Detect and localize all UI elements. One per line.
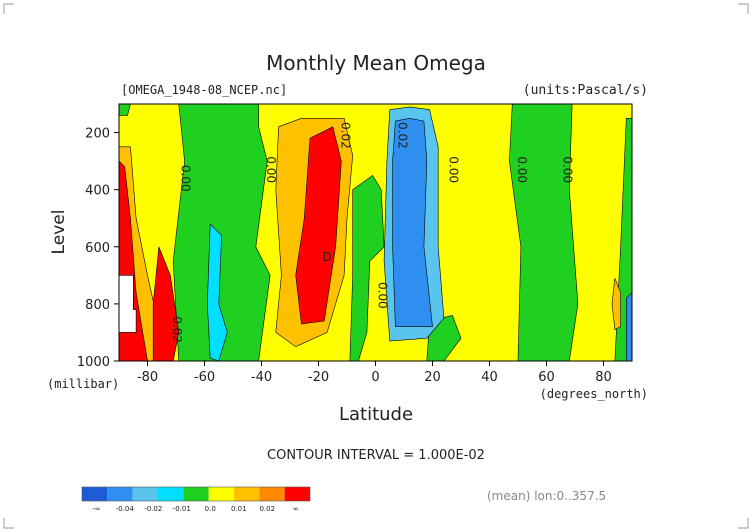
y-axis-ticks: 200 400 600 800 1000 (77, 127, 119, 370)
x-tick-label-7: 60 (538, 370, 555, 385)
colorbar-label-1: -0.04 (116, 505, 135, 513)
contour-label-5: 0.00 (515, 156, 529, 183)
colorbar-swatch-4 (183, 487, 209, 501)
omega-green-band-nh (509, 104, 579, 361)
y-tick-label-4: 1000 (77, 355, 110, 370)
contour-label-6: 0.00 (561, 156, 575, 183)
contour-label-0: 0.00 (179, 165, 193, 192)
colorbar: -∞ -0.04 -0.02 -0.01 0.0 0.01 0.02 ∞ (81, 486, 311, 513)
x-tick-label-5: 20 (424, 370, 441, 385)
x-tick-label-0: -80 (137, 370, 158, 385)
contour-regions (119, 104, 632, 361)
colorbar-swatch-0 (82, 487, 108, 501)
contour-label-9: D (322, 250, 331, 264)
x-tick-label-4: 0 (371, 370, 379, 385)
colorbar-label-2: -0.02 (144, 505, 162, 513)
contour-label-8: 0.02 (170, 316, 184, 343)
omega-cyan-sh-strip (206, 223, 228, 361)
y-tick-label-0: 200 (85, 127, 110, 142)
colorbar-swatch-6 (234, 487, 260, 501)
colorbar-label-3: -0.01 (173, 505, 191, 513)
omega-blue-tropics (392, 117, 433, 328)
colorbar-label-4: 0.0 (205, 505, 216, 513)
crop-marks (3, 3, 749, 529)
contour-interval-note: CONTOUR INTERVAL = 1.000E-02 (267, 448, 485, 463)
x-axis-ticks: -80 -60 -40 -20 0 20 40 60 80 (137, 361, 612, 385)
y-tick-label-1: 400 (85, 184, 110, 199)
crop-mark-top-right (738, 3, 749, 14)
contour-label-3: 0.02 (395, 122, 409, 149)
mean-longitude-note: (mean) lon:0..357.5 (487, 489, 606, 503)
crop-mark-bottom-left (3, 518, 14, 529)
omega-missing-data (119, 274, 137, 333)
x-axis-label: Latitude (339, 404, 413, 425)
omega-blue-nh-pole (625, 292, 632, 361)
colorbar-label-6: 0.02 (259, 505, 275, 513)
y-tick-label-3: 800 (85, 298, 110, 313)
omega-red-sh-lobe (152, 246, 180, 361)
y-axis-unit: (millibar) (47, 377, 119, 391)
contour-label-7: 0.00 (375, 282, 389, 309)
colorbar-label-0: -∞ (92, 505, 100, 513)
x-tick-label-8: 80 (595, 370, 612, 385)
chart-subtitle-file: [OMEGA_1948-08_NCEP.nc] (121, 83, 287, 97)
crop-mark-bottom-right (738, 518, 749, 529)
chart-title: Monthly Mean Omega (266, 51, 486, 75)
colorbar-swatch-5 (208, 487, 234, 501)
colorbar-swatch-1 (107, 487, 133, 501)
omega-red-sh-cell (295, 126, 342, 325)
x-axis-unit: (degrees_north) (540, 387, 648, 401)
omega-orange-nh-spot (611, 278, 621, 331)
colorbar-swatch-2 (132, 487, 158, 501)
colorbar-frame (81, 486, 311, 502)
contour-label-2: 0.02 (338, 122, 352, 149)
chart-subtitle-units: (units:Pascal/s) (523, 83, 648, 98)
y-axis-label: Level (49, 210, 69, 255)
contour-label-1: 0.00 (264, 156, 278, 183)
x-tick-label-2: -40 (251, 370, 272, 385)
contour-label-4: 0.00 (447, 156, 461, 183)
omega-green-tropics (349, 174, 385, 361)
colorbar-swatch-3 (158, 487, 184, 501)
y-tick-label-2: 600 (85, 241, 110, 256)
colorbar-label-5: 0.01 (231, 505, 247, 513)
colorbar-label-7: ∞ (293, 505, 299, 513)
colorbar-swatch-8 (284, 487, 310, 501)
x-tick-label-6: 40 (481, 370, 498, 385)
omega-green-band-sh (172, 104, 271, 361)
colorbar-swatch-7 (259, 487, 285, 501)
x-tick-label-3: -20 (308, 370, 329, 385)
omega-green-top-left (119, 104, 131, 116)
crop-mark-top-left (3, 3, 14, 14)
x-tick-label-1: -60 (194, 370, 215, 385)
contour-labels: 0.00 0.00 0.02 0.02 0.00 0.00 0.00 0.00 0.02 D (170, 122, 574, 343)
